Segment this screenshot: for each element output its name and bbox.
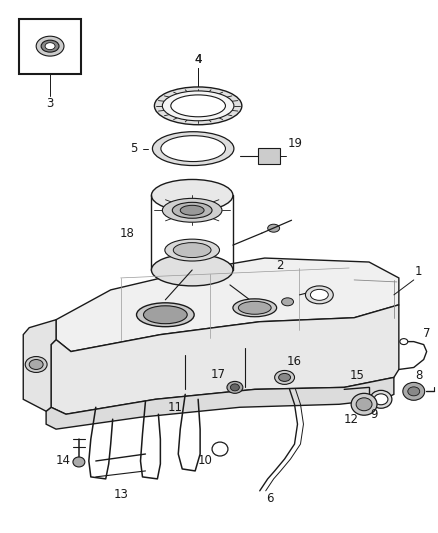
Ellipse shape <box>152 254 233 286</box>
Ellipse shape <box>137 303 194 327</box>
Ellipse shape <box>152 180 233 211</box>
Ellipse shape <box>172 203 212 218</box>
Ellipse shape <box>165 239 219 261</box>
Ellipse shape <box>152 132 234 166</box>
Ellipse shape <box>351 393 377 415</box>
Text: 17: 17 <box>211 368 226 381</box>
Ellipse shape <box>73 457 85 467</box>
Ellipse shape <box>311 289 328 300</box>
Ellipse shape <box>36 36 64 56</box>
Ellipse shape <box>356 398 372 411</box>
Polygon shape <box>51 305 399 414</box>
Text: 5: 5 <box>130 142 137 155</box>
Text: 15: 15 <box>350 369 364 382</box>
Text: 14: 14 <box>56 455 71 467</box>
Ellipse shape <box>408 387 420 396</box>
Ellipse shape <box>279 374 290 382</box>
Ellipse shape <box>41 40 59 52</box>
Polygon shape <box>46 377 394 429</box>
Ellipse shape <box>403 382 425 400</box>
Ellipse shape <box>238 301 271 314</box>
Polygon shape <box>258 148 279 164</box>
Text: 2: 2 <box>276 259 283 271</box>
Ellipse shape <box>45 43 55 50</box>
Text: 1: 1 <box>415 265 423 278</box>
Text: 18: 18 <box>120 227 135 240</box>
Ellipse shape <box>364 395 374 403</box>
Ellipse shape <box>282 298 293 306</box>
Text: 19: 19 <box>288 137 303 150</box>
Ellipse shape <box>305 286 333 304</box>
Ellipse shape <box>374 394 388 405</box>
Text: 8: 8 <box>415 369 422 382</box>
Ellipse shape <box>180 205 204 215</box>
Ellipse shape <box>268 224 279 232</box>
Text: 4: 4 <box>194 53 202 66</box>
Ellipse shape <box>162 198 222 222</box>
Bar <box>19 19 81 74</box>
Ellipse shape <box>171 95 226 117</box>
Ellipse shape <box>233 299 277 317</box>
Ellipse shape <box>25 357 47 373</box>
Ellipse shape <box>162 91 234 121</box>
Ellipse shape <box>161 136 226 161</box>
Text: 13: 13 <box>113 488 128 502</box>
Polygon shape <box>23 320 56 411</box>
Polygon shape <box>56 258 399 352</box>
Ellipse shape <box>29 360 43 369</box>
Ellipse shape <box>370 390 392 408</box>
Text: 11: 11 <box>168 401 183 414</box>
Ellipse shape <box>400 338 408 345</box>
Text: 6: 6 <box>266 492 273 505</box>
Ellipse shape <box>227 382 243 393</box>
Text: 9: 9 <box>370 408 378 421</box>
Text: 10: 10 <box>198 455 212 467</box>
Ellipse shape <box>275 370 294 384</box>
Text: 3: 3 <box>46 98 54 110</box>
Text: 4: 4 <box>194 53 202 66</box>
Text: 16: 16 <box>287 355 302 368</box>
Ellipse shape <box>173 243 211 257</box>
Ellipse shape <box>230 384 240 391</box>
Text: 12: 12 <box>344 413 359 426</box>
Ellipse shape <box>144 306 187 324</box>
Ellipse shape <box>155 87 242 125</box>
Text: 7: 7 <box>423 327 431 340</box>
